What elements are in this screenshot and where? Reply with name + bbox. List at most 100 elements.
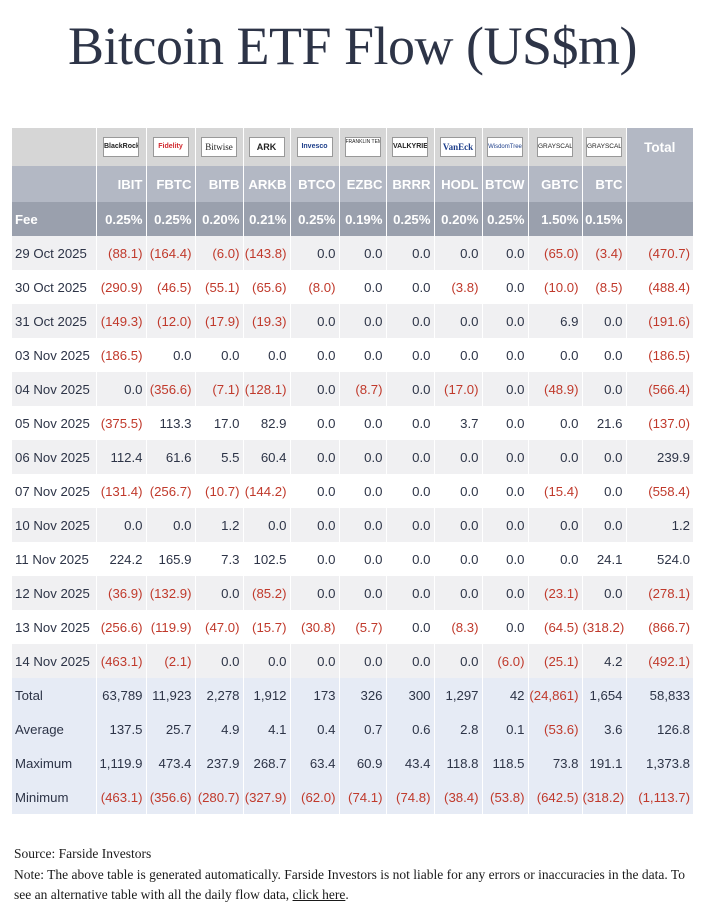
issuer-logo-icon: Bitwise bbox=[201, 137, 237, 157]
logo-cell: WisdomTree bbox=[481, 128, 528, 166]
ticker-header: IBIT bbox=[95, 166, 146, 202]
summary-cell: 126.8 bbox=[625, 712, 693, 746]
table-row: 31 Oct 2025 (149.3) (12.0) (17.9) (19.3) 0.0 0… bbox=[12, 304, 693, 338]
flow-cell: (46.5) bbox=[145, 270, 195, 304]
flow-cell: 0.0 bbox=[433, 542, 482, 576]
issuer-logo-icon: FRANKLIN TEMPLETON bbox=[344, 137, 381, 157]
flow-cell: 0.0 bbox=[481, 270, 528, 304]
summary-cell: 326 bbox=[338, 678, 386, 712]
flow-cell: 0.0 bbox=[289, 576, 339, 610]
flow-cell: (7.1) bbox=[194, 372, 243, 406]
ticker-header: HODL bbox=[433, 166, 482, 202]
flow-cell: (6.0) bbox=[194, 236, 243, 270]
flow-cell: 0.0 bbox=[289, 338, 339, 372]
flow-cell: (10.7) bbox=[194, 474, 243, 508]
flow-cell: 0.0 bbox=[481, 338, 528, 372]
flow-cell: (47.0) bbox=[194, 610, 243, 644]
flow-cell: (290.9) bbox=[95, 270, 146, 304]
footer: Source: Farside Investors Note: The abov… bbox=[14, 844, 694, 906]
flow-cell: 0.0 bbox=[385, 236, 434, 270]
ticker-header: EZBC bbox=[338, 166, 386, 202]
row-total-cell: (866.7) bbox=[625, 610, 693, 644]
summary-cell: (62.0) bbox=[289, 780, 339, 814]
flow-cell: 0.0 bbox=[338, 474, 386, 508]
flow-cell: 0.0 bbox=[581, 338, 626, 372]
flow-cell: 0.0 bbox=[338, 338, 386, 372]
summary-cell: 1,654 bbox=[581, 678, 626, 712]
summary-cell: 2.8 bbox=[433, 712, 482, 746]
issuer-logo-icon: GRAYSCALE bbox=[586, 137, 622, 157]
ticker-header: BTC bbox=[581, 166, 626, 202]
summary-label: Maximum bbox=[12, 746, 96, 780]
flow-cell: (132.9) bbox=[145, 576, 195, 610]
table-row: 12 Nov 2025 (36.9) (132.9) 0.0 (85.2) 0.0 0.0 0… bbox=[12, 576, 693, 610]
fee-cell: 0.25% bbox=[481, 202, 528, 236]
summary-cell: 118.8 bbox=[433, 746, 482, 780]
flow-cell: 17.0 bbox=[194, 406, 243, 440]
fee-cell: 0.15% bbox=[581, 202, 626, 236]
date-cell: 06 Nov 2025 bbox=[12, 440, 96, 474]
summary-cell: (280.7) bbox=[194, 780, 243, 814]
flow-cell: (164.4) bbox=[145, 236, 195, 270]
flow-cell: 0.0 bbox=[289, 236, 339, 270]
ticker-row: IBIT FBTC BITB ARKB BTCO EZBC BRRR HODL BTCW GBTC… bbox=[12, 166, 693, 202]
flow-cell: 0.0 bbox=[385, 372, 434, 406]
summary-cell: 63.4 bbox=[289, 746, 339, 780]
summary-cell: 11,923 bbox=[145, 678, 195, 712]
flow-cell: 6.9 bbox=[527, 304, 582, 338]
flow-cell: 1.2 bbox=[194, 508, 243, 542]
flow-cell: (128.1) bbox=[242, 372, 290, 406]
click-here-link[interactable]: click here bbox=[292, 887, 346, 902]
flow-cell: 0.0 bbox=[433, 508, 482, 542]
flow-cell: 0.0 bbox=[289, 406, 339, 440]
flow-cell: 0.0 bbox=[581, 576, 626, 610]
issuer-logo-icon: BlackRock bbox=[103, 137, 139, 157]
flow-cell: (8.5) bbox=[581, 270, 626, 304]
flow-cell: (375.5) bbox=[95, 406, 146, 440]
summary-cell: 1,297 bbox=[433, 678, 482, 712]
flow-cell: 0.0 bbox=[338, 304, 386, 338]
flow-cell: 0.0 bbox=[581, 508, 626, 542]
flow-cell: 0.0 bbox=[95, 508, 146, 542]
flow-cell: (2.1) bbox=[145, 644, 195, 678]
flow-cell: 0.0 bbox=[385, 304, 434, 338]
summary-cell: (463.1) bbox=[95, 780, 146, 814]
fee-cell: 0.25% bbox=[385, 202, 434, 236]
table-row: 06 Nov 2025 112.4 61.6 5.5 60.4 0.0 0.0 0.0 0.0 0… bbox=[12, 440, 693, 474]
ticker-header: ARKB bbox=[242, 166, 290, 202]
flow-cell: (6.0) bbox=[481, 644, 528, 678]
flow-cell: 0.0 bbox=[527, 542, 582, 576]
summary-cell: 1,373.8 bbox=[625, 746, 693, 780]
flow-cell: 0.0 bbox=[242, 508, 290, 542]
summary-cell: 3.6 bbox=[581, 712, 626, 746]
flow-cell: 0.0 bbox=[242, 338, 290, 372]
flow-cell: 0.0 bbox=[385, 508, 434, 542]
summary-cell: 4.1 bbox=[242, 712, 290, 746]
issuer-logo-icon: ARK bbox=[248, 137, 285, 157]
ticker-header: BTCW bbox=[481, 166, 528, 202]
summary-cell: (24,861) bbox=[527, 678, 582, 712]
table-row: 04 Nov 2025 0.0 (356.6) (7.1) (128.1) 0.0 (8.7… bbox=[12, 372, 693, 406]
ticker-header: BITB bbox=[194, 166, 243, 202]
row-total-cell: (566.4) bbox=[625, 372, 693, 406]
flow-cell: 0.0 bbox=[481, 372, 528, 406]
flow-cell: 0.0 bbox=[385, 610, 434, 644]
date-cell: 05 Nov 2025 bbox=[12, 406, 96, 440]
flow-cell: 0.0 bbox=[385, 440, 434, 474]
summary-cell: 2,278 bbox=[194, 678, 243, 712]
flow-cell: 165.9 bbox=[145, 542, 195, 576]
flow-cell: 0.0 bbox=[289, 304, 339, 338]
flow-cell: 0.0 bbox=[527, 406, 582, 440]
logo-cell: FRANKLIN TEMPLETON bbox=[338, 128, 386, 166]
row-total-cell: (488.4) bbox=[625, 270, 693, 304]
date-cell: 04 Nov 2025 bbox=[12, 372, 96, 406]
date-cell: 12 Nov 2025 bbox=[12, 576, 96, 610]
flow-cell: (15.4) bbox=[527, 474, 582, 508]
logo-corner-cell bbox=[12, 128, 96, 166]
summary-cell: 173 bbox=[289, 678, 339, 712]
summary-cell: 58,833 bbox=[625, 678, 693, 712]
row-total-cell: (492.1) bbox=[625, 644, 693, 678]
table-row: 13 Nov 2025 (256.6) (119.9) (47.0) (15.7) (30… bbox=[12, 610, 693, 644]
flow-cell: (17.9) bbox=[194, 304, 243, 338]
flow-cell: 0.0 bbox=[481, 542, 528, 576]
